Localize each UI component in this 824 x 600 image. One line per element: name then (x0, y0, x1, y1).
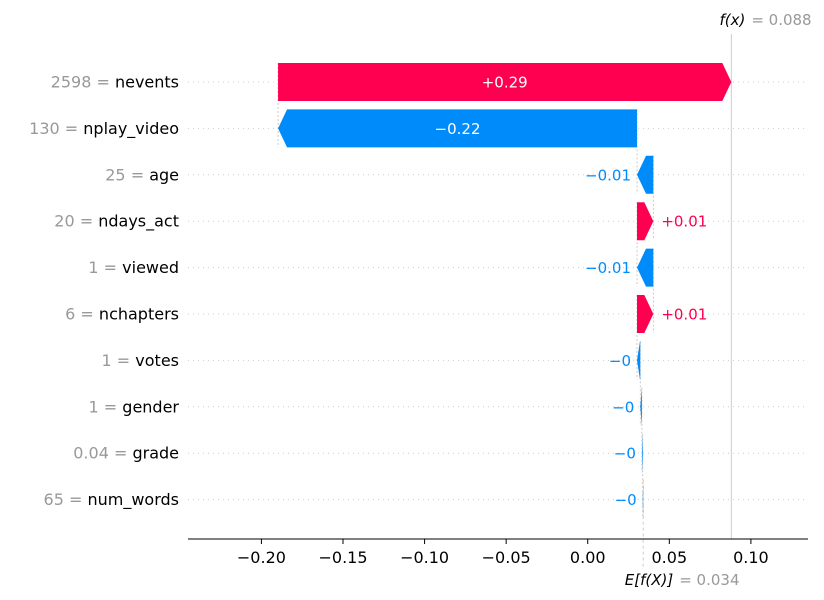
bar-label-nchapters: +0.01 (661, 306, 707, 324)
fx-label: f(x) (719, 11, 745, 29)
feature-label-gender: 1 = gender (89, 397, 180, 416)
feature-name: votes (135, 351, 179, 370)
x-tick-label: −0.20 (237, 548, 286, 567)
feature-value: 1 = (89, 397, 123, 416)
feature-label-grade: 0.04 = grade (73, 444, 179, 463)
bar-label-grade: −0 (614, 445, 636, 463)
bar-labels: +0.29 −0.22 −0.01 +0.01 −0.01 +0.01 −0 −0 −0 −0 (435, 74, 708, 510)
feature-label-age: 25 = age (105, 165, 179, 184)
bar-label-gender: −0 (612, 398, 634, 416)
bar-label-ndays_act: +0.01 (661, 213, 707, 231)
bar-label-nevents: +0.29 (482, 74, 528, 92)
bar-ndays_act (637, 202, 654, 241)
x-tick-label: −0.05 (482, 548, 531, 567)
x-tick-label: 0.10 (733, 548, 769, 567)
feature-value: 1 = (102, 351, 136, 370)
feature-name: ndays_act (98, 212, 179, 232)
efx-label: E[f(X)] (625, 571, 674, 589)
feature-label-ndays_act: 20 = ndays_act (54, 212, 179, 232)
feature-label-num_words: 65 = num_words (44, 490, 179, 510)
feature-value: 25 = (105, 165, 149, 184)
bar-nevents (278, 63, 732, 101)
feature-label-viewed: 1 = viewed (88, 258, 179, 277)
x-tick-label: −0.15 (318, 548, 367, 567)
feature-label-nchapters: 6 = nchapters (65, 305, 179, 324)
bar-label-num_words: −0 (615, 491, 637, 509)
bar-gender (640, 387, 642, 426)
feature-value: 6 = (65, 305, 99, 324)
x-tick-label: 0.05 (652, 548, 688, 567)
feature-value: 65 = (44, 490, 88, 509)
bar-viewed (637, 248, 654, 287)
bar-grade (641, 434, 643, 473)
x-ticks: −0.20 −0.15 −0.10 −0.05 0.00 0.05 0.10 (237, 539, 769, 567)
feature-value: 2598 = (51, 73, 115, 92)
efx-value: = 0.034 (679, 571, 739, 589)
fx-value: = 0.088 (751, 11, 811, 29)
bar-nchapters (637, 295, 654, 333)
feature-name: num_words (87, 490, 179, 510)
feature-name: nchapters (99, 305, 179, 324)
bar-label-viewed: −0.01 (585, 259, 631, 277)
bar-votes (637, 341, 641, 380)
feature-value: 0.04 = (73, 444, 132, 463)
bar-age (637, 155, 654, 194)
bar-label-age: −0.01 (585, 166, 631, 184)
x-tick-label: 0.00 (570, 548, 606, 567)
feature-name: viewed (122, 258, 179, 277)
feature-name: gender (122, 397, 179, 416)
feature-name: nevents (115, 73, 179, 92)
feature-value: 130 = (29, 119, 83, 138)
feature-name: nplay_video (83, 119, 179, 139)
bar-label-votes: −0 (609, 352, 631, 370)
feature-value: 1 = (88, 258, 122, 277)
feature-name: grade (132, 444, 179, 463)
feature-label-nplay_video: 130 = nplay_video (29, 119, 179, 139)
feature-name: age (149, 165, 179, 184)
bar-nplay_video (278, 109, 638, 148)
bar-label-nplay_video: −0.22 (435, 120, 481, 138)
feature-label-votes: 1 = votes (102, 351, 179, 370)
feature-value: 20 = (54, 212, 98, 231)
x-tick-label: −0.10 (400, 548, 449, 567)
bars (278, 63, 732, 519)
feature-label-nevents: 2598 = nevents (51, 73, 179, 92)
